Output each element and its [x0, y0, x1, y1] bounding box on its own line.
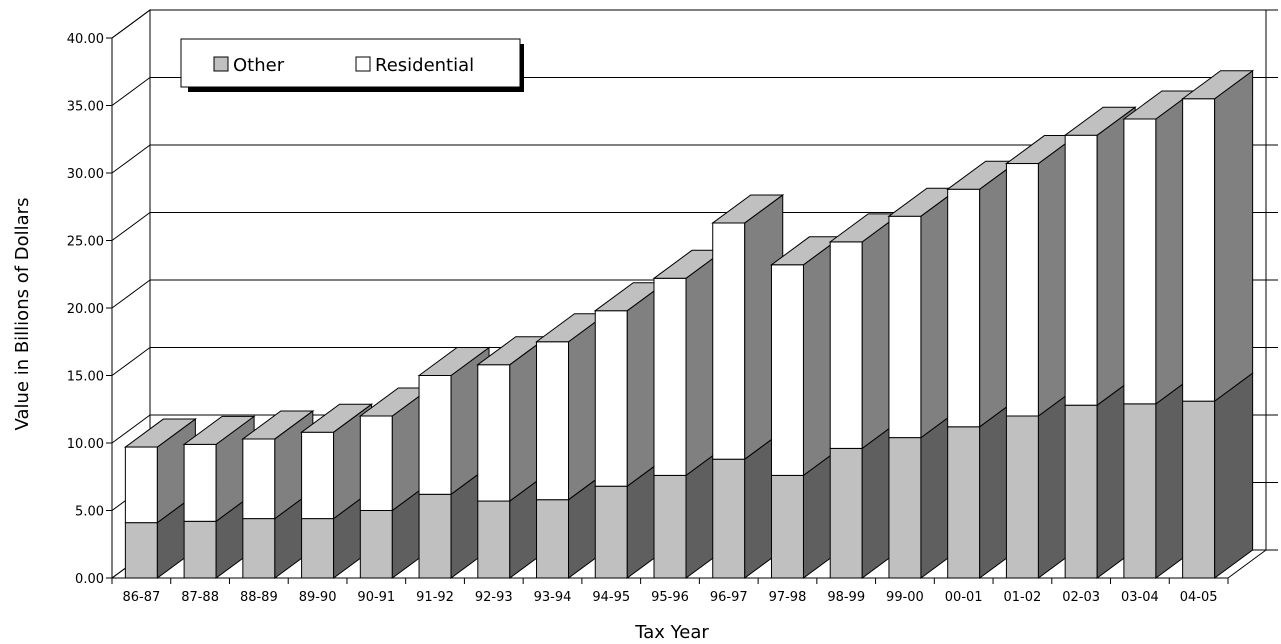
- gridline-side: [111, 9, 151, 39]
- bar-other-front: [418, 493, 452, 579]
- bar-other-front: [594, 485, 628, 579]
- bar-residential-front: [1123, 118, 1157, 405]
- bar-other-front: [1123, 403, 1157, 579]
- bar-other-front: [1005, 415, 1039, 579]
- gridline-side: [111, 212, 151, 241]
- x-tick-label: 97-98: [769, 590, 807, 605]
- legend-box: [180, 38, 521, 88]
- x-tick-label: 88-89: [240, 590, 278, 605]
- bar-residential-front: [594, 310, 628, 487]
- bar-top: [1181, 70, 1255, 100]
- bar-residential-front: [183, 443, 217, 522]
- x-tick-label: 87-88: [181, 590, 219, 605]
- bar-top: [1063, 106, 1137, 136]
- y-tick-label: 25.00: [67, 235, 104, 250]
- bar-residential-front: [1064, 134, 1098, 406]
- bar-other-front: [770, 474, 804, 579]
- x-tick-label: 03-04: [1121, 590, 1159, 605]
- gridline-side: [111, 77, 151, 106]
- x-tick-label: 90-91: [357, 590, 395, 605]
- bar-residential-front: [301, 431, 335, 520]
- y-tick-label: 20.00: [67, 302, 104, 317]
- x-tick-label: 94-95: [592, 590, 630, 605]
- bar-other-front: [124, 522, 158, 579]
- x-tick-label: 95-96: [651, 590, 689, 605]
- gridline-side: [111, 414, 151, 444]
- bar-top: [241, 410, 315, 440]
- bar-top: [182, 415, 256, 445]
- bar-other-front: [1182, 400, 1216, 579]
- bar-residential-front: [888, 215, 922, 439]
- bar-residential-front: [829, 241, 863, 449]
- bar-residential-front: [770, 264, 804, 476]
- legend-label-residential: Residential: [375, 55, 474, 76]
- bar-other-front: [477, 500, 511, 579]
- x-axis: 86-87 87-88 88-89 89-90 90-91 91-92 92-93 93-94…: [106, 549, 1267, 605]
- y-tick-label: 0.00: [75, 572, 104, 587]
- y-axis-title: Value in Billions of Dollars: [12, 198, 33, 431]
- bars: [123, 69, 1255, 579]
- gridline-side: [111, 347, 151, 376]
- x-tick-label: 93-94: [534, 590, 572, 605]
- bar-top: [123, 418, 197, 448]
- bar-group: [1181, 69, 1255, 579]
- bar-top: [417, 347, 491, 376]
- x-tick-label: 98-99: [827, 590, 865, 605]
- x-tick-label: 96-97: [710, 590, 748, 605]
- y-tick-label: 30.00: [67, 167, 104, 182]
- bar-other-front: [947, 426, 981, 579]
- y-tick-label: 10.00: [67, 437, 104, 452]
- x-axis-floor-edge: [1227, 549, 1267, 579]
- x-tick-label: 02-03: [1062, 590, 1100, 605]
- bar-residential-front: [359, 415, 393, 511]
- bar-residential-front: [124, 446, 158, 524]
- bar-other-front: [888, 437, 922, 579]
- legend-swatch-other: [213, 56, 229, 72]
- x-tick-label: 89-90: [299, 590, 337, 605]
- y-tick-label: 5.00: [75, 505, 104, 520]
- bar-residential-front: [477, 364, 511, 502]
- bar-other-front: [653, 474, 687, 579]
- y-axis: 0.00 5.00 10.00 15.00 20.00 25.00 30.00 35.00 40…: [67, 32, 113, 587]
- legend: Other Residential: [180, 38, 524, 92]
- bar-other-front: [1064, 404, 1098, 579]
- bar-residential-front: [536, 341, 570, 501]
- x-tick-label: 01-02: [1004, 590, 1042, 605]
- bar-residential-front: [653, 277, 687, 476]
- x-tick-label: 04-05: [1180, 590, 1218, 605]
- bar-residential-front: [418, 375, 452, 495]
- x-tick-label: 86-87: [122, 590, 160, 605]
- bar-other-front: [242, 518, 276, 579]
- bar-other-front: [183, 520, 217, 579]
- x-tick-label: 91-92: [416, 590, 454, 605]
- bar-residential-front: [1182, 98, 1216, 402]
- y-tick-label: 15.00: [67, 370, 104, 385]
- y-tick-label: 35.00: [67, 100, 104, 115]
- bar-top: [711, 194, 785, 224]
- bar-other-front: [712, 458, 746, 579]
- x-tick-label: 92-93: [475, 590, 513, 605]
- bar-other-side: [1214, 372, 1254, 579]
- bar-other-front: [359, 510, 393, 579]
- bar-top: [300, 403, 374, 433]
- bar-residential-side: [1214, 69, 1254, 403]
- bar-other-front: [536, 499, 570, 579]
- y-tick-label: 40.00: [67, 32, 104, 47]
- bar-other-front: [829, 447, 863, 579]
- bar-residential-front: [947, 188, 981, 428]
- bar-residential-front: [242, 438, 276, 520]
- gridline-side: [111, 279, 151, 309]
- bar-residential-front: [712, 222, 746, 460]
- legend-swatch-residential: [355, 56, 371, 72]
- bar-residential-front: [1005, 163, 1039, 417]
- bar-other-front: [301, 518, 335, 579]
- x-tick-label: 99-00: [886, 590, 924, 605]
- x-axis-title: Tax Year: [634, 622, 709, 643]
- gridline-side: [111, 144, 151, 174]
- x-tick-label: 00-01: [945, 590, 983, 605]
- legend-label-other: Other: [233, 55, 285, 76]
